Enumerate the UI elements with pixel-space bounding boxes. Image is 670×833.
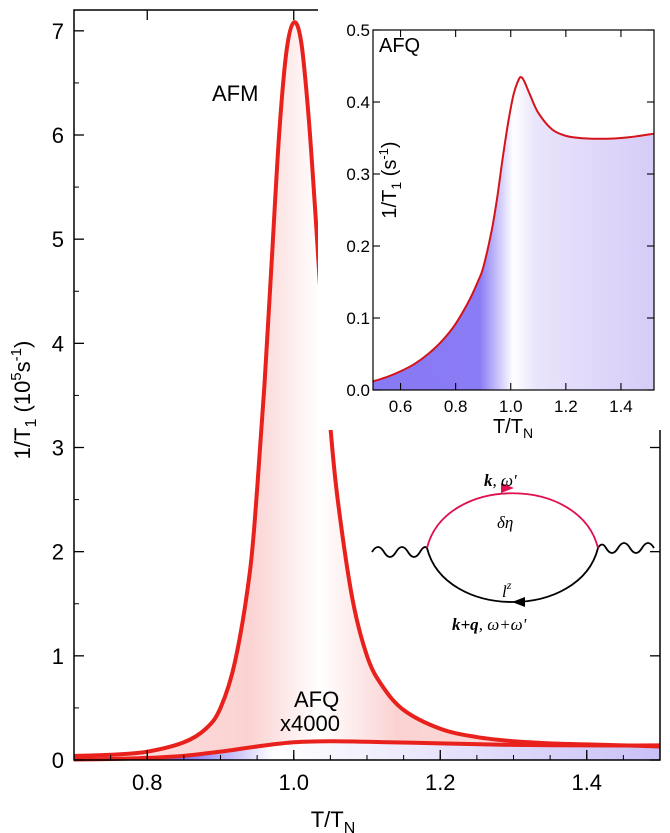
- main-x-title-main: T/T: [311, 807, 344, 832]
- inset-x-tick-label: 1.4: [609, 397, 633, 416]
- inset-x-tick-label: 1.0: [499, 397, 523, 416]
- main-x-tick-label: 1.0: [278, 770, 309, 795]
- inset-x-tick-label: 0.6: [389, 397, 413, 416]
- main-y-tick-label: 6: [52, 123, 64, 148]
- lz-label: lz: [502, 578, 512, 601]
- main-y-title-sup: 5: [8, 372, 25, 380]
- inset-y-tick-label: 0.4: [346, 93, 370, 112]
- lz-sup: z: [506, 578, 512, 592]
- inset-plot-frame: [372, 29, 655, 391]
- bottom-momentum-label: k+q, ω+ω': [452, 615, 527, 634]
- inset-x-tick-label: 1.2: [554, 397, 578, 416]
- delta-eta-label: δη: [497, 513, 513, 532]
- incoming-wavy-line: [371, 546, 428, 558]
- bottom-label-rest: , ω+ω': [479, 615, 527, 634]
- top-momentum-label: k, ω': [484, 471, 517, 490]
- outgoing-wavy-line: [597, 542, 655, 554]
- main-y-title-unit: s: [10, 361, 35, 372]
- propagator-bottom-line: [426, 547, 599, 603]
- propagator-top-line: [426, 492, 599, 549]
- main-x-tick-label: 0.8: [132, 770, 163, 795]
- inset-x-tick-label: 0.8: [444, 397, 468, 416]
- inset-y-title-main: 1/T: [379, 190, 401, 219]
- propagator-bottom-arrow: [512, 597, 525, 607]
- inset-y-title-rest: (s: [379, 160, 401, 182]
- main-x-ticks: 0.8 1.0 1.2 1.4: [73, 10, 661, 795]
- main-y-ticks: 0 1 2 3 4 5 6 7: [52, 19, 660, 773]
- inset-chart: 0.6 0.8 1.0 1.2 1.4 0.0 0.1 0.2 0.3 0.4 0.5 AFQ T…: [318, 2, 666, 441]
- top-label-rest: , ω': [493, 471, 518, 490]
- bottom-label-kq: k+q: [452, 615, 479, 634]
- main-y-tick-label: 5: [52, 227, 64, 252]
- main-y-title-sup2: -1: [8, 348, 25, 361]
- main-y-tick-label: 1: [52, 644, 64, 669]
- main-y-tick-label: 3: [52, 436, 64, 461]
- main-y-title-rest: (10: [10, 381, 35, 419]
- main-y-tick-label: 0: [52, 748, 64, 773]
- inset-y-title-sub: 1: [388, 182, 404, 190]
- inset-series-line: [372, 75, 655, 383]
- inset-x-title-sub: N: [523, 425, 533, 441]
- annotation-afq: AFQ: [294, 687, 339, 712]
- main-y-tick-label: 7: [52, 19, 64, 44]
- inset-y-title-close: ): [379, 141, 401, 148]
- inset-fill-area: [373, 76, 654, 390]
- main-y-tick-label: 4: [52, 331, 64, 356]
- afm-series-line: [73, 20, 661, 758]
- inset-y-tick-label: 0.5: [346, 21, 370, 40]
- main-y-title-close: ): [10, 341, 35, 348]
- propagator-top-arrow: [501, 483, 514, 493]
- inset-y-ticks: 0.0 0.1 0.2 0.3 0.4 0.5: [346, 21, 654, 400]
- main-y-axis-title: 1/T1 (105s-1): [8, 341, 40, 460]
- main-x-axis-title: T/TN: [311, 807, 356, 833]
- main-x-tick-label: 1.4: [571, 770, 602, 795]
- lz-main: l: [502, 582, 507, 601]
- main-x-title-sub: N: [344, 820, 356, 833]
- inset-y-tick-label: 0.3: [346, 165, 370, 184]
- feynman-diagram: k, ω' δη lz k+q, ω+ω': [371, 471, 655, 634]
- inset-y-axis-title: 1/T1 (s-1): [376, 141, 404, 218]
- annotation-scale: x4000: [280, 711, 340, 736]
- annotation-afm: AFM: [212, 81, 258, 106]
- main-x-tick-label: 1.2: [425, 770, 456, 795]
- inset-y-tick-label: 0.1: [346, 309, 370, 328]
- inset-x-axis-title: T/TN: [493, 416, 533, 441]
- inset-y-tick-label: 0.0: [346, 381, 370, 400]
- inset-y-tick-label: 0.2: [346, 237, 370, 256]
- main-y-tick-label: 2: [52, 540, 64, 565]
- top-label-k: k: [484, 471, 493, 490]
- main-y-title-main: 1/T: [10, 428, 35, 460]
- inset-title: AFQ: [379, 35, 420, 57]
- inset-y-title-sup: -1: [376, 148, 391, 160]
- inset-x-title-main: T/T: [493, 416, 523, 438]
- inset-x-ticks: 0.6 0.8 1.0 1.2 1.4: [389, 30, 633, 416]
- main-y-title-sub: 1: [23, 419, 40, 428]
